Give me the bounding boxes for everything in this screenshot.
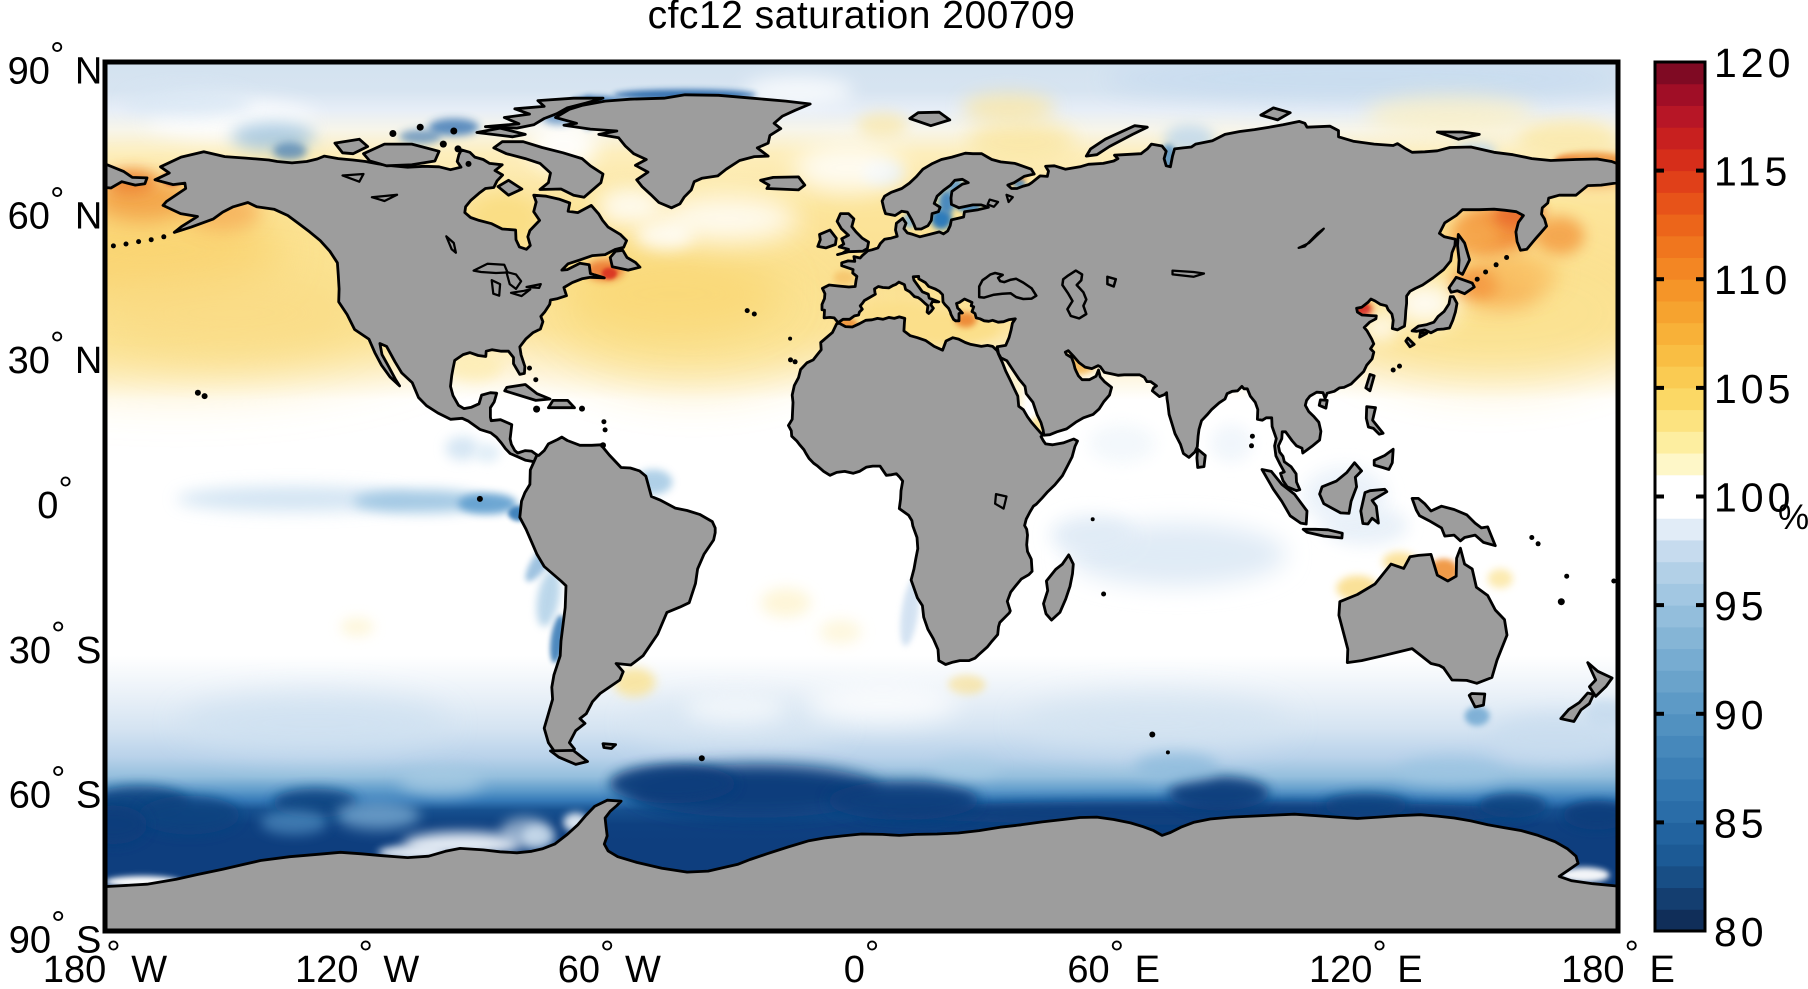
svg-text:90° N: 90° N [8,34,103,93]
svg-text:100: 100 [1714,475,1794,521]
svg-text:180° E: 180° E [1561,933,1675,985]
svg-text:30° N: 30° N [8,324,103,383]
svg-text:85: 85 [1714,800,1768,846]
svg-text:%: % [1778,498,1808,537]
svg-text:120: 120 [1714,40,1794,86]
svg-text:60° W: 60° W [558,933,661,985]
svg-text:115: 115 [1714,149,1791,195]
svg-text:0°: 0° [37,469,73,528]
svg-text:60° E: 60° E [1067,933,1160,985]
svg-text:120° W: 120° W [295,933,419,985]
svg-text:180° W: 180° W [43,933,167,985]
svg-text:60° S: 60° S [9,758,102,817]
svg-text:cfc12 saturation 200709: cfc12 saturation 200709 [648,0,1076,37]
svg-text:120° E: 120° E [1309,933,1423,985]
svg-text:90° S: 90° S [9,903,102,962]
svg-text:95: 95 [1714,583,1768,629]
svg-text:60° N: 60° N [8,179,103,238]
svg-text:80: 80 [1714,909,1768,955]
svg-text:105: 105 [1714,366,1794,412]
svg-text:0°: 0° [844,933,880,985]
svg-text:110: 110 [1714,257,1791,303]
svg-text:30° S: 30° S [9,613,102,672]
svg-text:90: 90 [1714,692,1768,738]
